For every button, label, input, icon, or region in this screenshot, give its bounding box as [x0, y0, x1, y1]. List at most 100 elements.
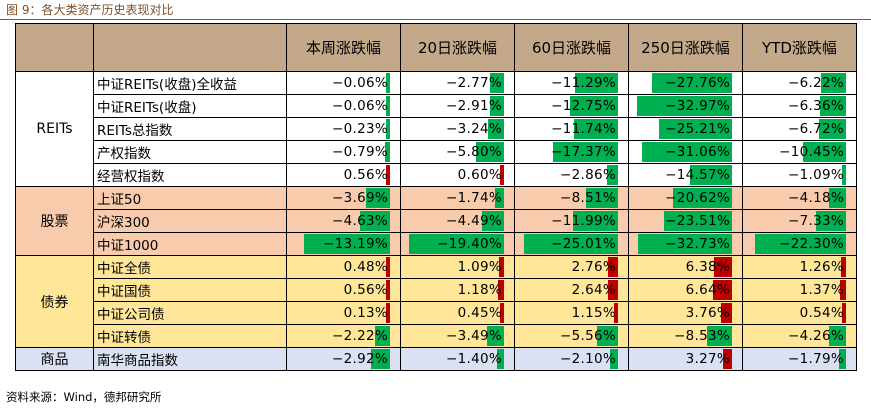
value-cell: 0.45%: [400, 301, 515, 325]
value-text: −11.99%: [551, 213, 616, 229]
index-name: 中证全债: [93, 255, 287, 279]
value-cell: −32.97%: [628, 94, 743, 118]
value-text: −11.74%: [551, 121, 616, 137]
value-cell: 1.15%: [514, 301, 629, 325]
value-cell: −1.40%: [400, 347, 515, 371]
value-text: 1.26%: [799, 259, 844, 275]
value-cell: −17.37%: [514, 140, 629, 164]
value-text: −32.97%: [665, 98, 730, 114]
value-text: 1.15%: [571, 305, 616, 321]
header-name-blank: [93, 23, 287, 72]
value-text: −4.49%: [446, 213, 502, 229]
value-cell: −19.40%: [400, 232, 515, 256]
value-text: 3.76%: [685, 305, 730, 321]
positive-bar: [386, 257, 390, 277]
value-text: −3.49%: [446, 328, 502, 344]
positive-bar: [840, 280, 846, 300]
value-text: −22.30%: [779, 236, 844, 252]
value-text: −6.22%: [788, 75, 844, 91]
value-cell: −32.73%: [628, 232, 743, 256]
header-250d: 250日涨跌幅: [628, 23, 743, 72]
negative-bar: [304, 234, 390, 254]
negative-bar: [652, 73, 732, 93]
negative-bar: [755, 234, 846, 254]
value-text: −25.21%: [665, 121, 730, 137]
negative-bar: [366, 188, 390, 208]
value-cell: −8.51%: [514, 186, 629, 210]
header-group-blank: [15, 23, 94, 72]
table-row: REITs 中证REITs(收盘)全收益 −0.06% −2.77% −11.29% −2…: [15, 71, 857, 187]
value-cell: −11.29%: [514, 71, 629, 95]
value-text: −0.79%: [332, 144, 388, 160]
table-row: 中证1000 −13.19% −19.40% −25.01% −32.73% −22.30…: [15, 232, 857, 256]
negative-bar: [495, 188, 504, 208]
value-text: 3.27%: [685, 351, 730, 367]
group-label: 股票: [15, 186, 94, 256]
value-text: −7.33%: [788, 213, 844, 229]
value-text: −19.40%: [437, 236, 502, 252]
value-text: −0.23%: [332, 121, 388, 137]
value-cell: −0.06%: [286, 71, 401, 95]
value-cell: −7.33%: [742, 209, 857, 233]
negative-bar: [574, 119, 618, 139]
value-cell: −3.69%: [286, 186, 401, 210]
value-text: −10.45%: [779, 144, 844, 160]
negative-bar: [570, 96, 618, 116]
index-name: 南华商品指数: [93, 347, 287, 371]
index-name: 经营权指数: [93, 163, 287, 187]
negative-bar: [690, 165, 732, 185]
negative-bar: [673, 188, 732, 208]
table-row: 产权指数 −0.79% −5.80% −17.37% −31.06% −10.45%: [15, 140, 857, 164]
negative-bar: [360, 211, 390, 231]
index-name: 中证REITs(收盘)全收益: [93, 71, 287, 95]
negative-bar: [385, 142, 390, 162]
table-row: 中证国债 0.56% 1.18% 2.64% 6.64% 1.37%: [15, 278, 857, 302]
value-text: −2.10%: [560, 351, 616, 367]
negative-bar: [586, 188, 618, 208]
figure-title: 图 9：各大类资产历史表现对比: [6, 3, 174, 17]
value-text: 0.56%: [343, 282, 388, 298]
value-text: −1.40%: [446, 351, 502, 367]
value-text: −13.19%: [323, 236, 388, 252]
value-text: 6.38%: [685, 259, 730, 275]
value-cell: −4.18%: [742, 186, 857, 210]
value-cell: −3.49%: [400, 324, 515, 348]
value-cell: −6.22%: [742, 71, 857, 95]
index-name: 中证公司债: [93, 301, 287, 325]
negative-bar: [409, 234, 504, 254]
table-body: REITs 中证REITs(收盘)全收益 −0.06% −2.77% −11.29% −2…: [15, 71, 857, 371]
positive-bar: [608, 280, 618, 300]
positive-bar: [714, 257, 732, 277]
positive-bar: [841, 257, 846, 277]
value-cell: −11.99%: [514, 209, 629, 233]
value-cell: 1.37%: [742, 278, 857, 302]
value-text: −11.29%: [551, 75, 616, 91]
negative-bar: [803, 142, 846, 162]
index-name: 产权指数: [93, 140, 287, 164]
value-text: −2.22%: [332, 328, 388, 344]
value-text: −31.06%: [665, 144, 730, 160]
value-text: −2.92%: [332, 351, 388, 367]
value-cell: −3.24%: [400, 117, 515, 141]
value-cell: 1.26%: [742, 255, 857, 279]
negative-bar: [386, 73, 390, 93]
value-text: 0.45%: [457, 305, 502, 321]
header-20d: 20日涨跌幅: [400, 23, 515, 72]
table-row: 债券 中证全债 0.48% 1.09% 2.76% 6.38% 1.26%: [15, 255, 857, 348]
value-text: −2.86%: [560, 167, 616, 183]
value-cell: 0.13%: [286, 301, 401, 325]
index-name: 中证REITs(收盘): [93, 94, 287, 118]
negative-bar: [488, 119, 504, 139]
value-cell: −8.53%: [628, 324, 743, 348]
value-text: −6.36%: [788, 98, 844, 114]
index-name: 上证50: [93, 186, 287, 210]
negative-bar: [597, 326, 618, 346]
positive-bar: [386, 280, 390, 300]
value-cell: −10.45%: [742, 140, 857, 164]
table-row: 中证REITs(收盘) −0.06% −2.91% −12.75% −32.97% −6.…: [15, 94, 857, 118]
value-cell: −2.77%: [400, 71, 515, 95]
value-cell: −5.80%: [400, 140, 515, 164]
value-cell: −2.10%: [514, 347, 629, 371]
negative-bar: [829, 326, 846, 346]
index-name: 中证1000: [93, 232, 287, 256]
